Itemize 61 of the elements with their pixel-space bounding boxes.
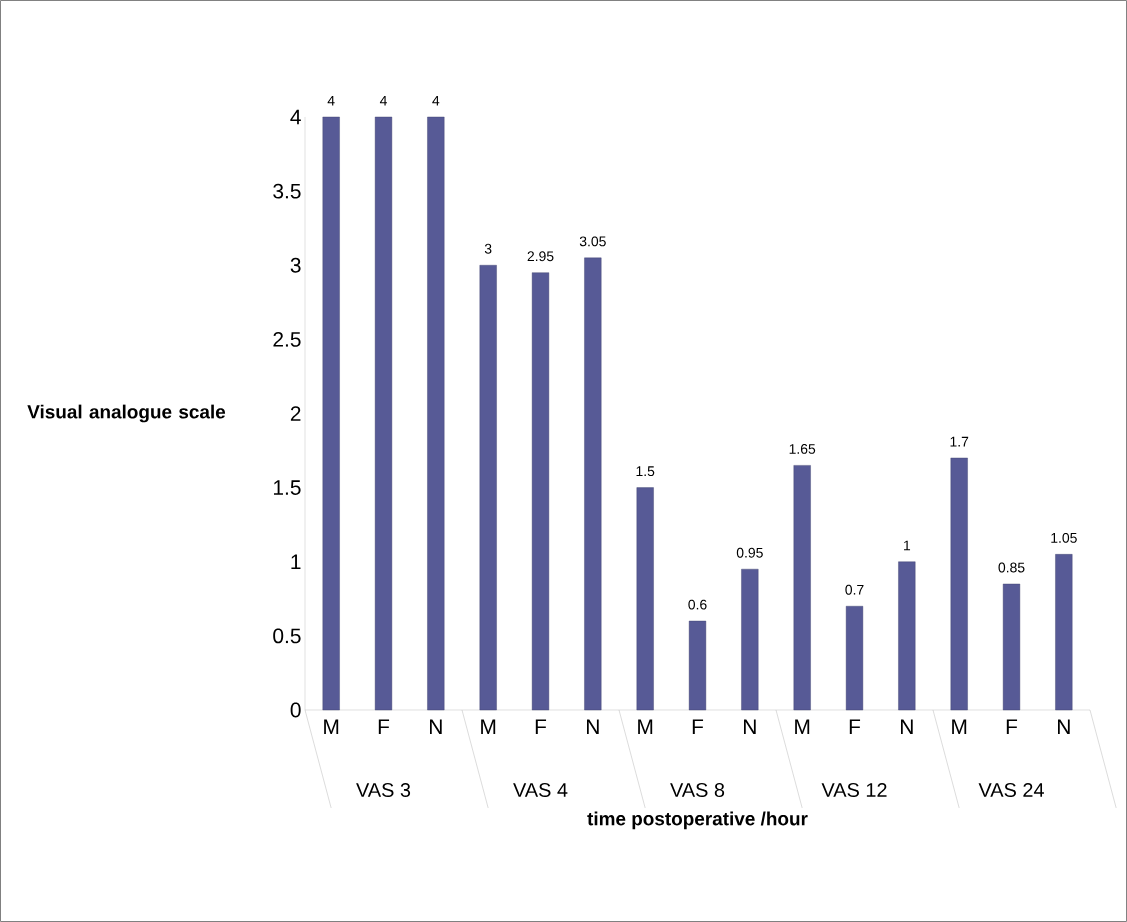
x-tick-label: F	[535, 719, 547, 734]
x-tick-label: N	[1058, 719, 1070, 734]
x-tick-label: M	[324, 719, 339, 734]
bar	[531, 272, 550, 711]
data-label: 1.65	[789, 443, 816, 454]
data-label: 4	[379, 95, 387, 106]
x-tick-label: N	[430, 719, 442, 734]
bar	[688, 620, 707, 711]
x-tick-label: F	[849, 719, 861, 734]
bar	[1055, 554, 1073, 711]
text: VAS 3	[356, 782, 411, 798]
x-tick-label: F	[1006, 719, 1018, 734]
data-label: 4	[327, 95, 335, 106]
data-label: 1.5	[636, 466, 655, 477]
text: VAS 4	[513, 782, 568, 798]
y-tick-label: 0	[290, 702, 301, 718]
bar	[898, 561, 916, 711]
data-label: 0.6	[688, 599, 707, 610]
text: VAS 12	[821, 782, 887, 798]
x-tick-label: N	[744, 719, 756, 734]
text: VAS 8	[670, 782, 725, 798]
x-tick-label: N	[587, 719, 599, 734]
x-tick-label: M	[481, 719, 496, 734]
bar	[584, 257, 602, 711]
data-label: 3	[484, 243, 492, 254]
data-label: 1.7	[950, 436, 969, 447]
x-tick-label: M	[795, 719, 810, 734]
y-tick-label: 3.5	[273, 183, 301, 199]
y-tick-label: 2.5	[273, 331, 301, 347]
y-tick-label: 2	[290, 406, 301, 421]
data-label: 4	[432, 95, 440, 106]
x-tick-label: F	[378, 719, 390, 734]
text: VAS 24	[978, 782, 1044, 798]
bar	[374, 116, 393, 711]
bar	[427, 116, 445, 711]
data-label: 1.05	[1051, 532, 1077, 543]
bar	[950, 457, 968, 711]
y-tick-label: 1.5	[273, 480, 301, 495]
data-label: 0.95	[736, 547, 763, 558]
x-tick-label: M	[638, 719, 653, 734]
data-label: 2.95	[527, 251, 554, 262]
y-tick-label: 3	[290, 257, 301, 273]
bar	[845, 606, 864, 711]
y-tick-label: 0.5	[273, 628, 301, 644]
x-axis-title: time postoperative /hour	[587, 811, 808, 830]
bar	[636, 487, 654, 711]
data-label: 0.7	[845, 584, 864, 595]
bar	[1002, 583, 1021, 711]
y-tick-label: 1	[291, 554, 301, 569]
data-label: 0.85	[998, 562, 1025, 573]
x-tick-label: M	[952, 719, 967, 734]
data-label: 1	[904, 540, 911, 551]
y-axis-title: Visual analogue scale	[27, 404, 226, 423]
x-tick-label: N	[901, 719, 913, 734]
bar	[479, 265, 497, 711]
x-tick-label: F	[692, 719, 704, 734]
data-label: 3.05	[579, 236, 606, 247]
y-tick-label: 4	[290, 109, 301, 125]
bar	[741, 568, 759, 711]
bar	[793, 465, 811, 711]
bar	[322, 116, 340, 711]
